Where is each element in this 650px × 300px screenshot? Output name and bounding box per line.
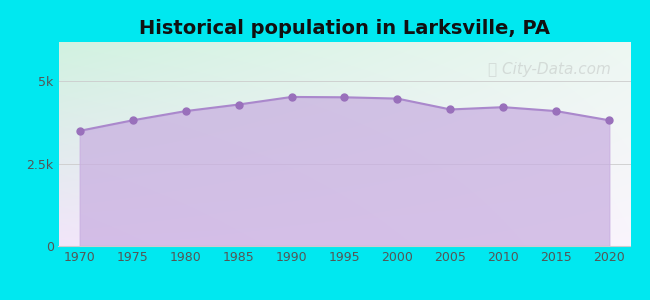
Title: Historical population in Larksville, PA: Historical population in Larksville, PA [139, 19, 550, 38]
Text: ⓘ City-Data.com: ⓘ City-Data.com [488, 62, 610, 77]
